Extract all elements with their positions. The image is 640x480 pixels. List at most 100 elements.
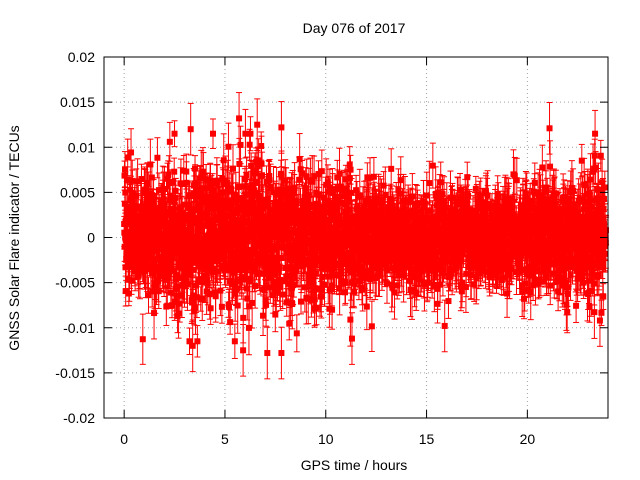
data-point: [223, 179, 230, 186]
data-point: [167, 205, 174, 212]
data-point: [315, 171, 322, 178]
data-point: [261, 285, 268, 292]
data-point: [138, 176, 145, 183]
data-point: [206, 291, 213, 298]
data-point: [174, 283, 181, 290]
data-point: [192, 282, 199, 289]
data-point: [147, 161, 154, 168]
data-point: [226, 243, 233, 250]
data-point: [169, 302, 176, 309]
data-point: [318, 287, 325, 294]
data-point: [158, 234, 165, 241]
data-point: [232, 192, 239, 199]
data-point: [163, 303, 170, 310]
data-point: [207, 230, 214, 237]
data-point: [291, 227, 298, 234]
data-point: [184, 281, 191, 288]
data-point: [300, 249, 307, 256]
data-point: [129, 219, 136, 226]
data-point: [227, 253, 234, 260]
data-point: [208, 216, 215, 223]
data-point: [250, 191, 257, 198]
data-point: [149, 269, 156, 276]
data-point: [177, 180, 184, 187]
data-point: [321, 281, 328, 288]
data-point: [212, 199, 219, 206]
data-point: [288, 197, 295, 204]
data-point: [289, 301, 296, 308]
data-point: [206, 221, 213, 228]
data-point: [175, 310, 182, 317]
data-point: [143, 184, 150, 191]
data-point: [219, 189, 226, 196]
data-point: [170, 208, 177, 215]
data-point: [296, 176, 303, 183]
data-point: [125, 290, 132, 297]
data-point: [309, 178, 316, 185]
data-point: [238, 244, 245, 251]
data-point: [297, 210, 304, 217]
data-point: [166, 259, 173, 266]
data-point: [267, 183, 274, 190]
data-point: [207, 178, 214, 185]
data-point: [206, 237, 213, 244]
data-point: [267, 284, 274, 291]
data-point: [224, 184, 231, 191]
data-point: [278, 254, 285, 261]
data-point: [270, 292, 277, 299]
data-point: [240, 314, 247, 321]
data-point: [313, 304, 320, 311]
data-point: [159, 199, 166, 206]
data-point: [171, 168, 178, 175]
data-point: [191, 193, 198, 200]
data-point: [313, 207, 320, 214]
data-point: [161, 269, 168, 276]
data-point: [144, 179, 151, 186]
data-point: [122, 288, 129, 295]
data-point: [176, 300, 183, 307]
data-point: [298, 298, 305, 305]
data-point: [164, 175, 171, 182]
data-point: [195, 228, 202, 235]
data-point: [232, 240, 239, 247]
data-point: [214, 179, 221, 186]
data-point: [154, 228, 161, 235]
data-point: [270, 189, 277, 196]
data-point: [287, 256, 294, 263]
data-point: [312, 270, 319, 277]
data-point: [297, 166, 304, 173]
data-point: [270, 278, 277, 285]
data-point: [187, 270, 194, 277]
data-point: [263, 197, 270, 204]
data-point: [246, 141, 253, 148]
data-point: [272, 199, 279, 206]
data-point: [273, 191, 280, 198]
data-point: [136, 268, 143, 275]
data-point: [126, 263, 133, 270]
data-point: [279, 291, 286, 298]
data-point: [167, 262, 174, 269]
data-point: [122, 189, 129, 196]
data-point: [166, 138, 173, 145]
data-point: [172, 194, 179, 201]
data-point: [305, 295, 312, 302]
data-point: [143, 209, 150, 216]
data-point: [223, 226, 230, 233]
data-point: [286, 234, 293, 241]
data-point: [273, 288, 280, 295]
data-point: [225, 143, 232, 150]
data-point: [133, 192, 140, 199]
data-point: [276, 186, 283, 193]
data-point: [211, 205, 218, 212]
data-point: [121, 172, 128, 179]
data-point: [145, 190, 152, 197]
data-point: [190, 253, 197, 260]
data-point: [170, 267, 177, 274]
data-point: [246, 303, 253, 310]
data-point: [171, 298, 178, 305]
data-point: [231, 249, 238, 256]
data-point: [180, 214, 187, 221]
data-point: [183, 179, 190, 186]
data-point: [218, 303, 225, 310]
